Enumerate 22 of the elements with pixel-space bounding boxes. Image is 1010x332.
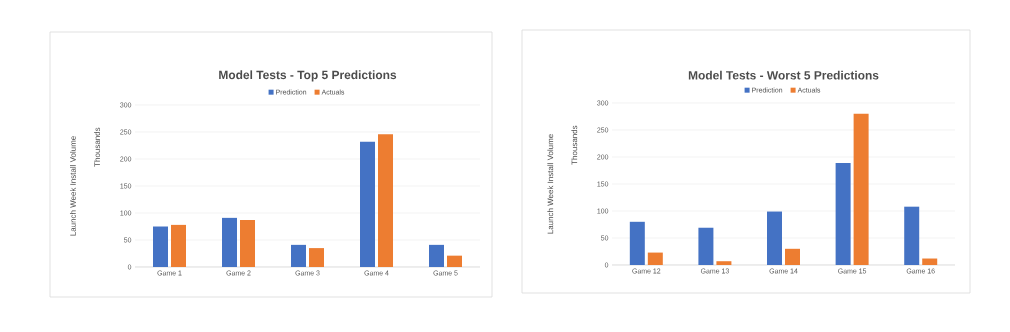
bar (153, 226, 169, 267)
bar (378, 134, 394, 267)
bar (629, 221, 645, 265)
bar (647, 252, 663, 265)
bar (698, 227, 714, 265)
bar (716, 261, 732, 265)
chart-title: Model Tests - Top 5 Predictions (219, 70, 397, 82)
bar (429, 244, 445, 267)
bar (360, 141, 376, 267)
bar (171, 224, 187, 267)
bar (904, 206, 920, 265)
bar (853, 113, 869, 265)
bar (240, 220, 256, 267)
bar (222, 217, 238, 267)
bar (291, 244, 307, 267)
bar (922, 258, 938, 265)
bar (835, 162, 851, 265)
bar (767, 211, 783, 265)
bar (785, 248, 801, 265)
bar (447, 255, 463, 267)
chart-title: Model Tests - Worst 5 Predictions (688, 70, 879, 80)
bar (309, 248, 325, 267)
